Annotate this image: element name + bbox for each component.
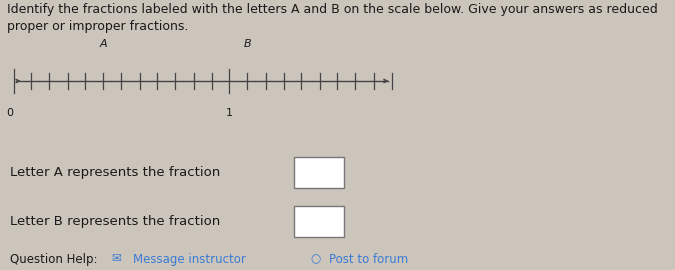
Text: Letter A represents the fraction: Letter A represents the fraction [10, 166, 220, 179]
Text: 1: 1 [226, 108, 233, 118]
Text: Message instructor: Message instructor [133, 253, 246, 266]
FancyBboxPatch shape [294, 157, 344, 188]
Text: Question Help:: Question Help: [10, 253, 98, 266]
Text: ✉: ✉ [111, 253, 121, 266]
Text: B: B [244, 39, 251, 49]
Text: A: A [100, 39, 107, 49]
Text: Identify the fractions labeled with the letters A and B on the scale below. Give: Identify the fractions labeled with the … [7, 3, 657, 33]
Text: Letter B represents the fraction: Letter B represents the fraction [10, 215, 220, 228]
Text: Post to forum: Post to forum [329, 253, 408, 266]
Text: 0: 0 [7, 108, 14, 118]
Text: ○: ○ [310, 253, 321, 266]
FancyBboxPatch shape [294, 206, 344, 237]
